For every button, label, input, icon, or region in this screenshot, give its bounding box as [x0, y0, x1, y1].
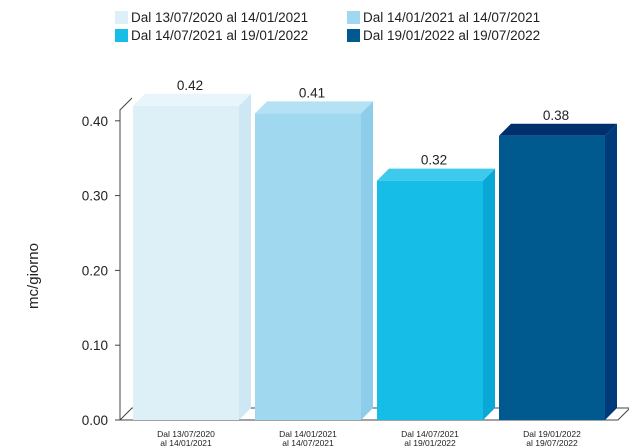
bar-value-label: 0.32 [421, 153, 447, 168]
bar-value-label: 0.41 [299, 85, 325, 100]
legend-swatch [115, 11, 128, 24]
x-tick-label: Dal 14/07/2021 [401, 429, 459, 439]
x-tick-label-line2: al 14/01/2021 [160, 438, 212, 446]
y-tick-label: 0.40 [82, 114, 108, 129]
y-tick-label: 0.20 [82, 263, 108, 278]
legend-swatch [347, 29, 360, 42]
bar-side [605, 123, 617, 420]
y-axis-label: mc/giorno [25, 243, 42, 309]
x-tick-label: Dal 19/01/2022 [523, 429, 581, 439]
bar-top [377, 168, 495, 181]
bar-front [133, 105, 239, 420]
legend-item: Dal 13/07/2020 al 14/01/2021 [115, 10, 308, 25]
bar-top [133, 93, 251, 106]
bar-value-label: 0.38 [543, 108, 569, 123]
bar-side [239, 93, 251, 420]
bar-side [361, 101, 373, 420]
legend-item: Dal 19/01/2022 al 19/07/2022 [347, 28, 540, 43]
x-tick-label-line2: al 19/07/2022 [526, 438, 578, 446]
x-tick-label-line2: al 14/07/2021 [282, 438, 334, 446]
legend-label: Dal 13/07/2020 al 14/01/2021 [131, 10, 309, 25]
y-axis-line [119, 97, 133, 420]
x-tick-label: Dal 14/01/2021 [279, 429, 337, 439]
bar-front [377, 180, 483, 420]
x-tick-label-line2: al 19/01/2022 [404, 438, 456, 446]
bar-top [499, 123, 617, 136]
y-tick-label: 0.00 [82, 413, 108, 428]
x-tick-label: Dal 13/07/2020 [157, 429, 215, 439]
legend-swatch [347, 11, 360, 24]
y-tick-label: 0.30 [82, 189, 108, 204]
legend-swatch [115, 29, 128, 42]
bar-value-label: 0.42 [177, 78, 203, 93]
legend-label: Dal 19/01/2022 al 19/07/2022 [363, 28, 541, 43]
legend-item: Dal 14/07/2021 al 19/01/2022 [115, 28, 308, 43]
y-tick-label: 0.10 [82, 338, 108, 353]
legend-label: Dal 14/01/2021 al 14/07/2021 [363, 10, 541, 25]
bar-front [255, 113, 361, 420]
legend-item: Dal 14/01/2021 al 14/07/2021 [347, 10, 540, 25]
chart-legend: Dal 13/07/2020 al 14/01/2021 Dal 14/01/20… [115, 10, 575, 46]
legend-label: Dal 14/07/2021 al 19/01/2022 [131, 28, 309, 43]
bar-front [499, 135, 605, 420]
bar-side [483, 168, 495, 420]
bar-top [255, 101, 373, 114]
